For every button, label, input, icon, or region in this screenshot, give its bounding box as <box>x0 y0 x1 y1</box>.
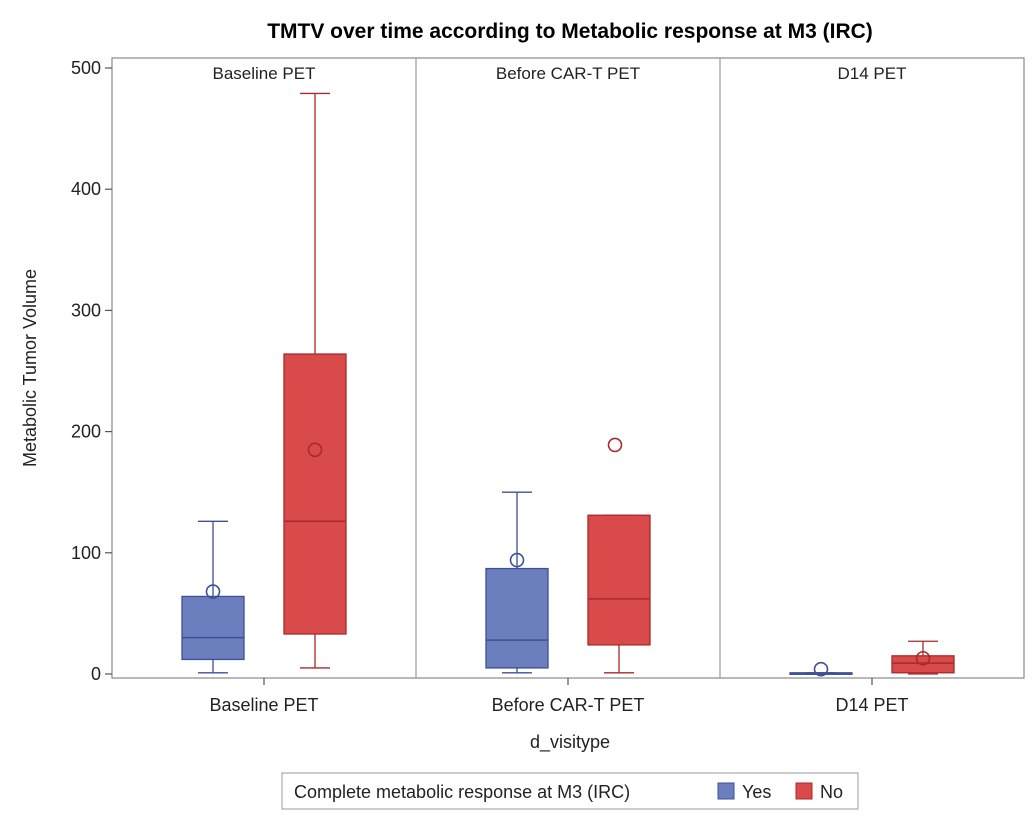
legend-swatch-yes <box>717 782 735 800</box>
box-iqr <box>485 567 549 669</box>
plot-frame <box>111 57 1025 679</box>
panel-label-baseline-pet: Baseline PET <box>213 64 316 83</box>
x-tick-label-d14-pet: D14 PET <box>835 695 908 715</box>
mean-marker <box>813 661 829 677</box>
y-tick-label: 200 <box>71 422 101 442</box>
legend-title: Complete metabolic response at M3 (IRC) <box>294 782 630 802</box>
box-yes-before-car-t-pet <box>485 491 549 674</box>
box-iqr <box>587 514 651 646</box>
x-tick-label-before-car-t-pet: Before CAR-T PET <box>492 695 645 715</box>
box-yes-d14-pet <box>789 661 853 677</box>
y-tick-label: 100 <box>71 543 101 563</box>
box-no-before-car-t-pet <box>587 437 651 674</box>
legend-label-no: No <box>820 782 843 802</box>
legend-frame <box>281 772 859 810</box>
box-yes-baseline-pet <box>181 520 245 674</box>
box-plots <box>181 92 955 677</box>
y-tick-label: 400 <box>71 179 101 199</box>
x-tick-label-baseline-pet: Baseline PET <box>209 695 318 715</box>
y-tick-label: 500 <box>71 58 101 78</box>
y-axis-label: Metabolic Tumor Volume <box>20 269 40 467</box>
mean-marker <box>205 584 221 599</box>
mean-marker <box>509 552 525 568</box>
mean-marker <box>915 650 931 666</box>
box-no-d14-pet <box>891 640 955 675</box>
panel-label-d14-pet: D14 PET <box>838 64 907 83</box>
mean-marker <box>307 442 323 458</box>
box-iqr <box>283 353 347 635</box>
y-tick-label: 300 <box>71 300 101 320</box>
legend-label-yes: Yes <box>742 782 771 802</box>
chart-title: TMTV over time according to Metabolic re… <box>267 20 873 43</box>
panel-label-before-car-t-pet: Before CAR-T PET <box>496 64 640 83</box>
legend-swatch-no <box>795 782 813 800</box>
y-tick-label: 0 <box>91 664 101 684</box>
outlier-marker <box>607 437 623 453</box>
y-axis: 0 100 200 300 400 500 <box>71 58 112 684</box>
box-iqr <box>181 595 245 661</box>
box-no-baseline-pet <box>283 92 347 669</box>
x-axis-label: d_visitype <box>530 732 610 753</box>
panel-labels: Baseline PET Before CAR-T PET D14 PET <box>213 64 907 83</box>
legend: Complete metabolic response at M3 (IRC) … <box>281 772 859 810</box>
x-axis: Baseline PET Before CAR-T PET D14 PET <box>209 678 909 715</box>
panel-dividers <box>415 58 721 678</box>
